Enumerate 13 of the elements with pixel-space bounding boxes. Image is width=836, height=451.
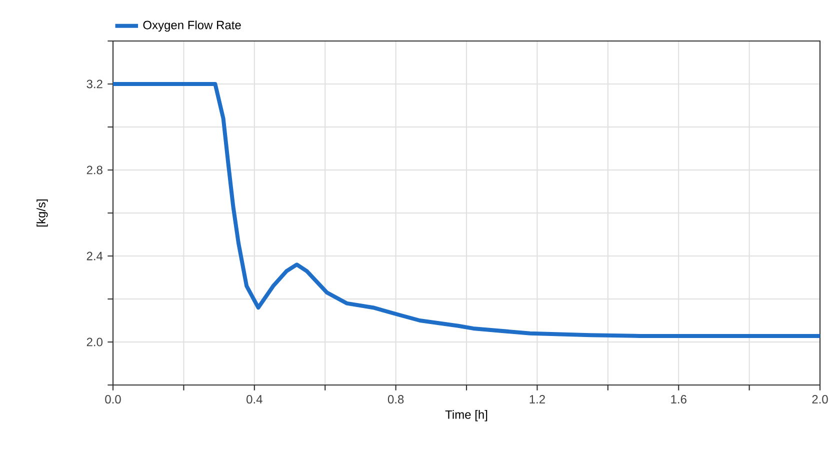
x-tick-label: 2.0: [812, 395, 828, 404]
x-tick-label: 1.6: [671, 395, 686, 404]
x-axis-title: Time [h]: [445, 410, 488, 422]
x-tick-label: 0.0: [105, 395, 121, 404]
x-tick-label: 1.2: [530, 395, 545, 404]
legend-label: Oxygen Flow Rate: [143, 20, 241, 32]
y-tick-label: 2.8: [86, 166, 102, 174]
y-tick-label: 3.2: [86, 80, 102, 88]
x-tick-label: 0.4: [246, 395, 262, 404]
y-tick-label: 2.0: [86, 338, 102, 346]
y-tick-label: 2.4: [86, 252, 103, 260]
y-axis-title: [kg/s]: [36, 200, 48, 226]
x-tick-label: 0.8: [388, 395, 404, 404]
